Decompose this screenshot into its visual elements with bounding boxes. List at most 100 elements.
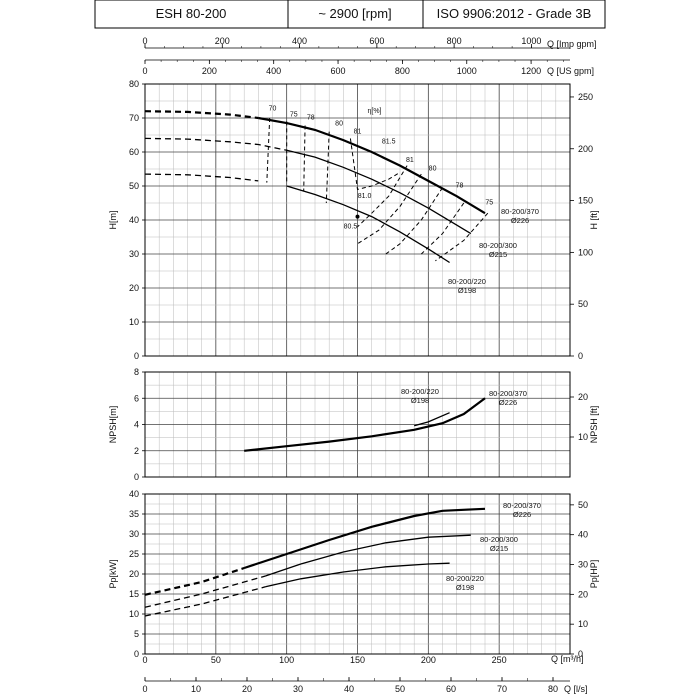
series-label: 80-200/300 [479, 241, 517, 250]
efficiency-value-label: 81 [406, 157, 414, 164]
series-line [265, 534, 471, 577]
y-tick-label: 30 [129, 529, 139, 539]
y-right-tick-label: 0 [578, 351, 583, 361]
y-tick-label: 2 [134, 446, 139, 456]
top-us-tick-label: 1200 [521, 66, 541, 76]
y-right-tick-label: 30 [578, 560, 588, 570]
top-us-tick-label: 600 [331, 66, 346, 76]
efficiency-value-label: 75 [485, 200, 493, 207]
y-right-tick-label: 100 [578, 247, 593, 257]
series-line-dashed [144, 575, 266, 608]
x-tick-label: 100 [279, 655, 294, 665]
top-imp-tick-label: 200 [215, 36, 230, 46]
series-diameter-label: Ø215 [490, 544, 508, 553]
bottom-ls-tick-label: 30 [293, 684, 303, 694]
top-imp-tick-label: 400 [292, 36, 307, 46]
head-curve-panel: 0 10 20 30 40 50 60 70 80 0 50 100 150 200 250 H[m] H [f… [108, 79, 599, 361]
efficiency-iso-line [435, 212, 489, 262]
y-right-tick-label: 250 [578, 92, 593, 102]
efficiency-value-label: 75 [290, 111, 298, 118]
top-imp-tick-label: 0 [142, 36, 147, 46]
series-line-dashed [144, 137, 287, 151]
efficiency-value-label: 80.5 [344, 224, 358, 231]
series-line [258, 116, 486, 215]
efficiency-iso-line [266, 117, 271, 183]
y-tick-label: 6 [134, 393, 139, 403]
series-line-dashed [144, 586, 266, 617]
efficiency-iso-line [385, 187, 443, 255]
top-us-tick-label: 200 [202, 66, 217, 76]
power-curve-panel: 0 5 10 15 20 25 30 35 40 0 10 20 30 40 50 Pp[kW] Pp[HP] 8… [108, 489, 599, 665]
y-tick-label: 10 [129, 609, 139, 619]
series-label: 80-200/300 [480, 535, 518, 544]
y-right-tick-label: 20 [578, 589, 588, 599]
series-line [244, 397, 486, 452]
y-tick-label: 40 [129, 215, 139, 225]
series-line-dashed [144, 566, 245, 596]
y-tick-label: 0 [134, 472, 139, 482]
grid-lines [144, 493, 571, 655]
grid-lines [144, 371, 571, 478]
series-line [265, 562, 450, 588]
y-tick-label: 5 [134, 629, 139, 639]
efficiency-iso-line [325, 131, 330, 204]
top-imp-tick-label: 800 [447, 36, 462, 46]
x-tick-label: 150 [350, 655, 365, 665]
y-tick-label: 20 [129, 283, 139, 293]
bottom-ls-tick-label: 60 [446, 684, 456, 694]
grid-lines [144, 83, 571, 357]
series-label: 80-200/220 [446, 574, 484, 583]
x-tick-label: 200 [421, 655, 436, 665]
series-diameter-label: Ø198 [411, 396, 429, 405]
efficiency-value-label: 81.5 [382, 139, 396, 146]
header-speed: ~ 2900 [rpm] [318, 6, 391, 21]
y-right-tick-label: 20 [578, 392, 588, 402]
efficiency-iso-line [357, 173, 422, 245]
y-axis-label: Pp[kW] [108, 559, 118, 588]
bottom-ls-tick-label: 80 [548, 684, 558, 694]
y-right-tick-label: 10 [578, 432, 588, 442]
series-diameter-label: Ø226 [513, 510, 531, 519]
y-tick-label: 0 [134, 649, 139, 659]
x-tick-label: 0 [142, 655, 147, 665]
top-imp-tick-label: 1000 [521, 36, 541, 46]
top-us-tick-label: 1000 [457, 66, 477, 76]
series-diameter-label: Ø198 [456, 583, 474, 592]
bottom-ls-tick-label: 20 [242, 684, 252, 694]
y-tick-label: 4 [134, 420, 139, 430]
bottom-ls-tick-label: 10 [191, 684, 201, 694]
series-label: 80-200/370 [489, 389, 527, 398]
bottom-ls-axis-label: Q [l/s] [564, 684, 588, 694]
y-right-tick-label: 10 [578, 619, 588, 629]
y-tick-label: 50 [129, 181, 139, 191]
efficiency-value-label: 78 [456, 183, 464, 190]
efficiency-value-label: 70 [269, 106, 277, 113]
efficiency-value-label: 81 [354, 128, 362, 135]
y-right-tick-label: 40 [578, 530, 588, 540]
x-tick-label: 250 [492, 655, 507, 665]
series-line [414, 412, 450, 427]
series-label: 80-200/220 [401, 387, 439, 396]
series-diameter-label: Ø215 [489, 250, 507, 259]
series-line-dashed [144, 173, 259, 182]
y-tick-label: 25 [129, 549, 139, 559]
efficiency-value-label: 80 [335, 120, 343, 127]
top-flow-axes: Q [Imp gpm] Q [US gpm] 0 200 400 600 800 1000… [142, 36, 596, 76]
y-tick-label: 30 [129, 249, 139, 259]
series-line-dashed [144, 110, 259, 120]
top-imp-tick-label: 600 [369, 36, 384, 46]
bottom-flow-axes: Q [m³/h] Q [l/s] 0 10 20 30 40 50 60 70 80 [142, 654, 587, 694]
series-diameter-label: Ø226 [511, 216, 529, 225]
bottom-ls-tick-label: 0 [142, 684, 147, 694]
efficiency-unit-label: η[%] [367, 108, 381, 115]
top-us-tick-label: 400 [266, 66, 281, 76]
y-axis-label: H[m] [108, 211, 118, 230]
y-tick-label: 70 [129, 113, 139, 123]
series-diameter-label: Ø226 [499, 398, 517, 407]
y-right-tick-label: 50 [578, 500, 588, 510]
bottom-ls-tick-label: 50 [395, 684, 405, 694]
top-us-axis-label: Q [US gpm] [547, 66, 594, 76]
y-right-axis-label: H [ft] [589, 210, 599, 229]
